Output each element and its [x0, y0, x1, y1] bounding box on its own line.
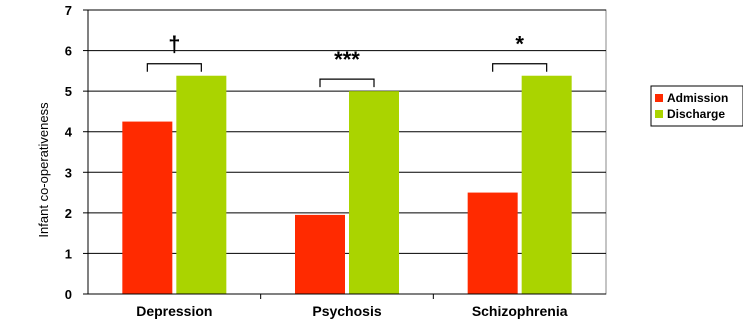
- legend-label-admission: Admission: [667, 91, 728, 105]
- y-tick-label: 0: [65, 287, 72, 302]
- y-axis-label: Infant co-operativeness: [36, 102, 51, 238]
- x-category-label: Psychosis: [312, 303, 381, 319]
- y-tick-label: 3: [65, 165, 72, 180]
- x-category-labels: Depression Psychosis Schizophrenia: [136, 303, 568, 319]
- significance-marker: †: [168, 32, 180, 57]
- legend-label-discharge: Discharge: [667, 107, 725, 121]
- significance-brackets: †****: [146, 32, 548, 88]
- significance-bracket: [146, 63, 202, 72]
- bars: [122, 75, 572, 295]
- bar-psychosis-discharge: [349, 91, 399, 295]
- legend-box: [650, 85, 743, 127]
- significance-marker: ***: [334, 47, 360, 72]
- significance-marker: *: [515, 32, 524, 57]
- legend-swatch-admission: [655, 94, 663, 102]
- significance-bracket: [319, 78, 375, 88]
- bar-psychosis-admission: [295, 214, 345, 294]
- x-category-label: Depression: [136, 303, 212, 319]
- y-tick-label: 6: [65, 44, 72, 59]
- legend: Admission Discharge: [650, 85, 743, 127]
- x-category-label: Schizophrenia: [472, 303, 568, 319]
- bar-depression-admission: [122, 121, 173, 294]
- y-tick-labels: 0 1 2 3 4 5 6 7: [65, 3, 73, 302]
- bar-depression-discharge: [176, 75, 227, 295]
- y-tick-label: 7: [65, 3, 72, 18]
- y-tick-label: 4: [65, 125, 73, 140]
- axes: [83, 9, 606, 299]
- y-tick-label: 1: [65, 246, 72, 261]
- significance-bracket: [492, 63, 548, 72]
- legend-swatch-discharge: [655, 110, 663, 118]
- bar-schizophrenia-discharge: [521, 75, 572, 295]
- y-tick-label: 5: [65, 84, 72, 99]
- y-tick-label: 2: [65, 206, 72, 221]
- bar-schizophrenia-admission: [467, 192, 518, 294]
